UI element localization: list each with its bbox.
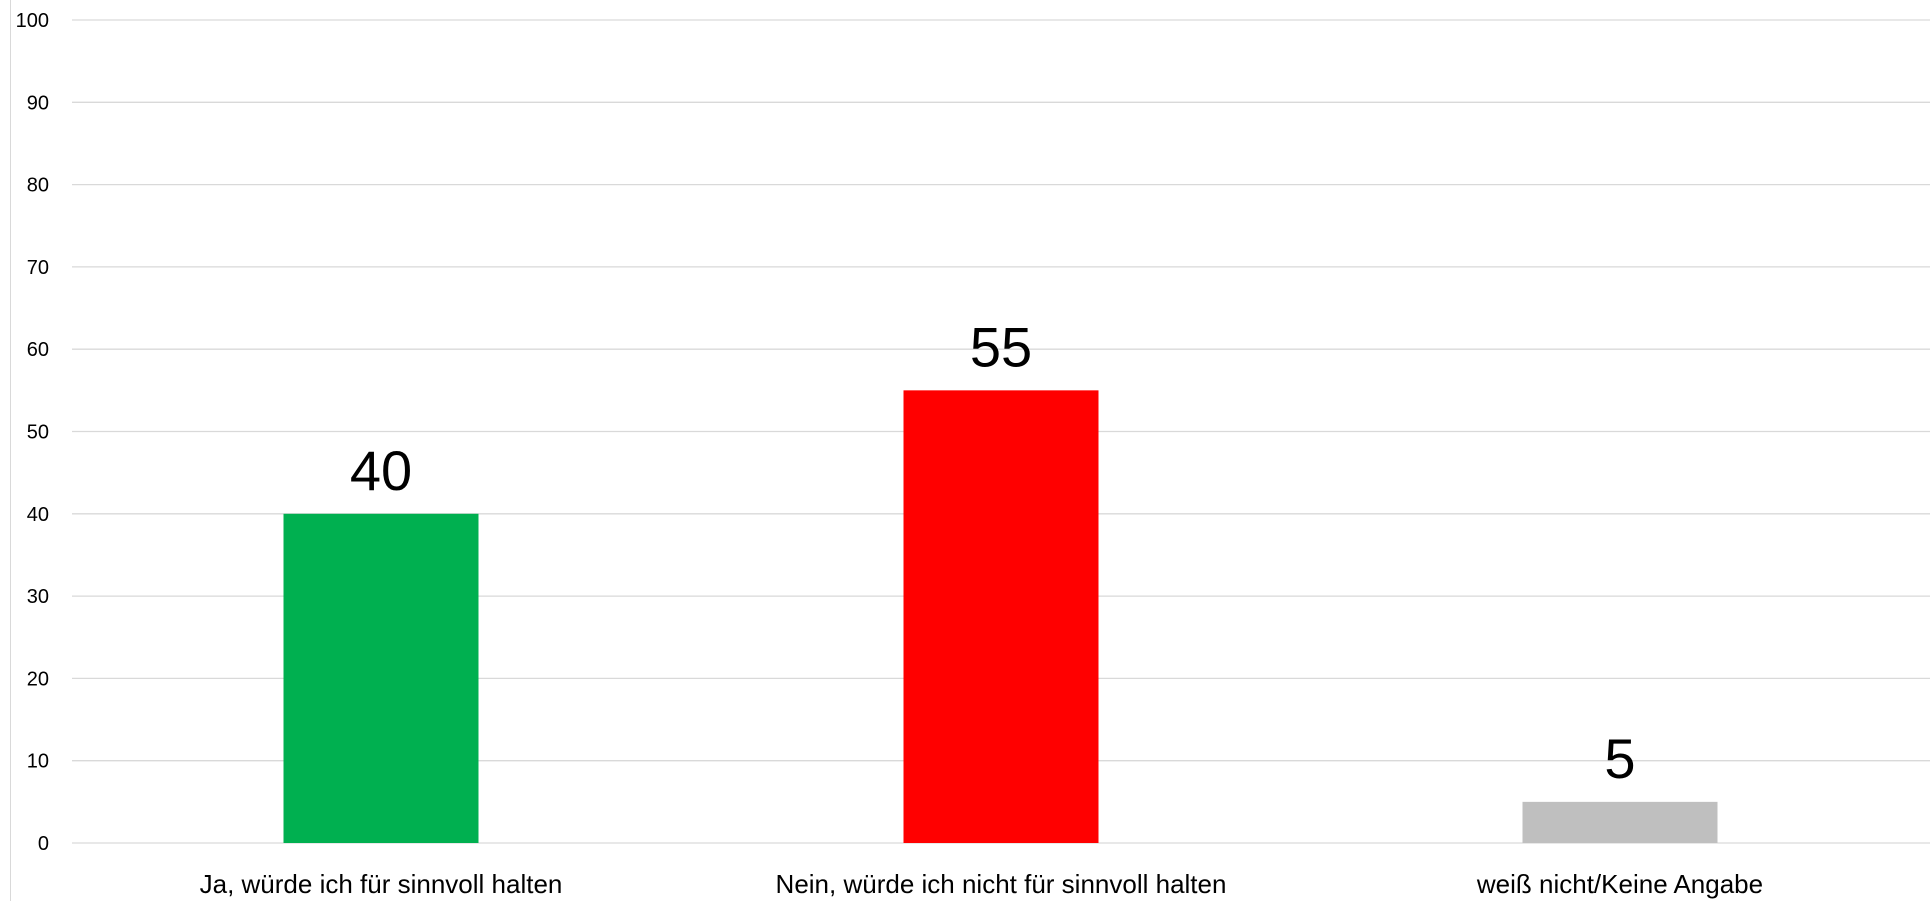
x-tick-label: Ja, würde ich für sinnvoll halten [200,869,563,899]
y-tick-label: 20 [27,668,49,690]
y-tick-label: 0 [38,833,49,855]
y-tick-label: 60 [27,339,49,361]
y-tick-label: 30 [27,586,49,608]
bar [903,390,1099,843]
y-tick-label: 80 [27,175,49,197]
data-label: 40 [350,439,412,502]
data-label: 5 [1604,727,1635,790]
bar [1522,801,1718,843]
y-tick-label: 100 [16,10,49,32]
y-axis-ticks: 0 10 20 30 40 50 60 70 80 90 100 [16,10,49,855]
y-tick-label: 70 [27,257,49,279]
x-tick-label: weiß nicht/Keine Angabe [1476,869,1763,899]
bars [283,390,1718,843]
data-label: 55 [970,315,1032,378]
x-axis-ticks: Ja, würde ich für sinnvoll halten Nein, w… [200,869,1763,899]
y-tick-label: 10 [27,751,49,773]
y-tick-label: 50 [27,422,49,444]
chart-border [10,0,11,901]
y-tick-label: 90 [27,92,49,114]
bar [283,513,479,843]
y-tick-label: 40 [27,504,49,526]
x-tick-label: Nein, würde ich nicht für sinnvoll halte… [776,869,1227,899]
